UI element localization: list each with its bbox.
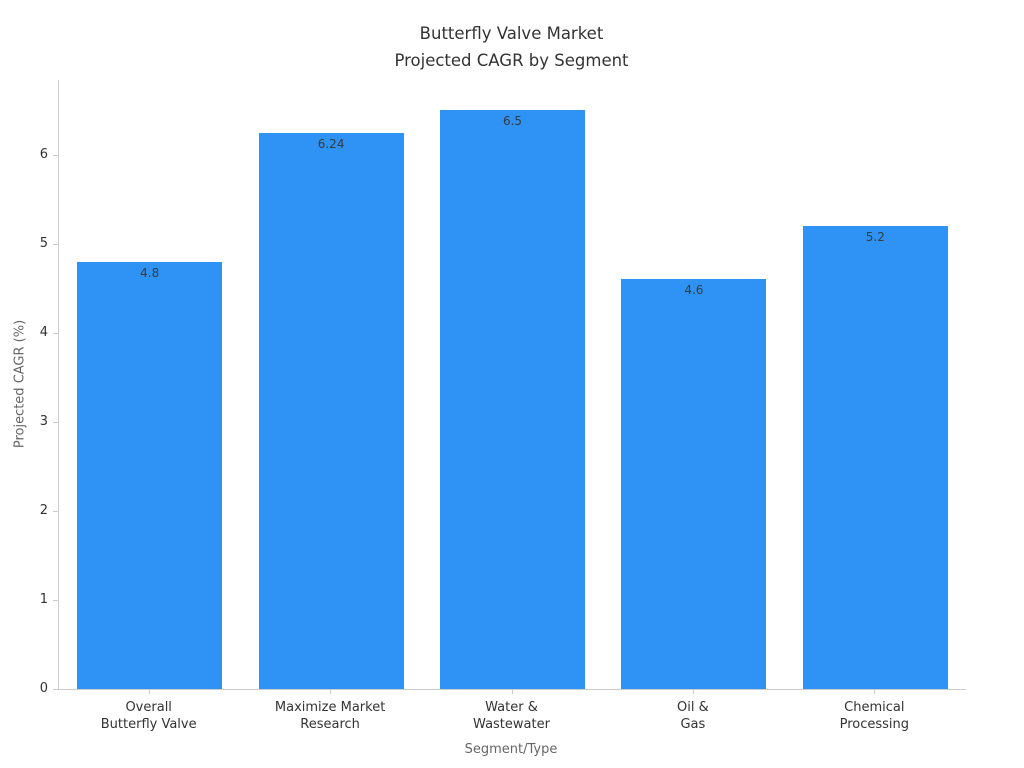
- bar-2: [439, 110, 586, 689]
- x-tick-label-2: Water & Wastewater: [473, 700, 550, 732]
- y-tick-label-4: 4: [39, 324, 48, 340]
- x-tick-label-1: Maximize Market Research: [274, 700, 386, 732]
- y-tick-label-0: 0: [39, 681, 48, 696]
- y-tick-mark-6: [53, 154, 58, 156]
- x-axis-label: Segment/Type: [464, 742, 558, 757]
- x-tick-mark-1: [330, 690, 332, 694]
- y-tick-label-2: 2: [39, 502, 48, 518]
- chart-title-line1: Butterfly Valve Market: [419, 24, 604, 43]
- bar-4: [802, 226, 948, 689]
- y-tick-mark-3: [53, 421, 58, 423]
- x-tick-mark-4: [874, 690, 876, 694]
- y-tick-label-5: 5: [39, 235, 48, 251]
- bar-value-label-4: 5.2: [865, 230, 885, 245]
- x-tick-label-3: Oil & Gas: [677, 700, 709, 732]
- bar-value-label-0: 4.8: [140, 265, 160, 280]
- y-tick-mark-4: [53, 332, 58, 334]
- x-tick-mark-3: [692, 690, 694, 694]
- y-tick-mark-1: [53, 599, 58, 601]
- y-tick-label-3: 3: [39, 413, 48, 429]
- bar-3: [621, 279, 767, 689]
- chart-title: Butterfly Valve Market Projected CAGR by…: [0, 20, 1023, 74]
- y-tick-mark-2: [53, 510, 58, 512]
- y-tick-label-6: 6: [39, 146, 48, 162]
- bar-value-label-1: 6.24: [317, 137, 345, 152]
- x-tick-label-4: Chemical Processing: [839, 700, 910, 732]
- bar-value-label-2: 6.5: [502, 114, 523, 129]
- x-tick-mark-0: [148, 690, 150, 694]
- bar-0: [77, 261, 223, 689]
- y-tick-label-1: 1: [39, 591, 48, 607]
- plot-area: 4.8 6.24 6.5 4.6 5.2: [58, 80, 966, 690]
- bar-1: [258, 133, 404, 689]
- y-tick-mark-0: [53, 689, 58, 690]
- y-tick-mark-5: [53, 243, 58, 245]
- x-tick-mark-2: [511, 690, 513, 694]
- bar-value-label-3: 4.6: [684, 283, 704, 298]
- chart-title-line2: Projected CAGR by Segment: [394, 51, 629, 70]
- x-tick-label-0: Overall Butterfly Valve: [100, 700, 197, 732]
